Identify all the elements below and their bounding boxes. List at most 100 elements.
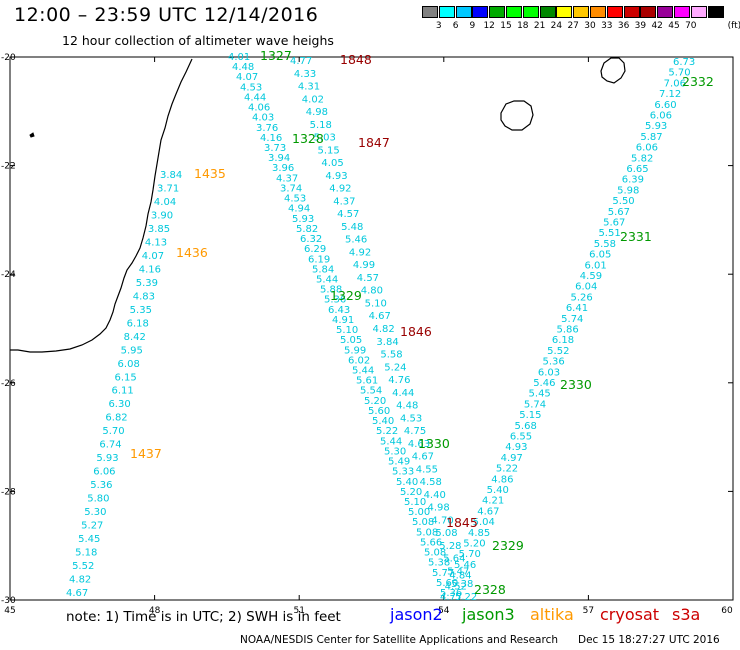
swh-value: 6.19: [308, 254, 330, 265]
swh-value: 6.06: [93, 467, 115, 478]
swh-value: 6.30: [108, 399, 130, 410]
swh-value: 4.07: [142, 251, 164, 262]
swh-value: 3.96: [272, 163, 294, 174]
swh-value: 4.83: [133, 291, 155, 302]
swh-value: 5.26: [570, 292, 592, 303]
swh-value: 5.87: [640, 132, 662, 143]
swh-value: 5.40: [372, 416, 394, 427]
swh-value: 5.93: [292, 214, 314, 225]
pass-label: 2330: [560, 377, 592, 392]
swh-value: 5.22: [455, 592, 477, 603]
swh-value: 4.07: [236, 72, 258, 83]
swh-value: 5.82: [631, 153, 653, 164]
map-frame: [9, 56, 734, 601]
swh-value: 6.18: [127, 318, 149, 329]
pass-label: 1330: [418, 436, 450, 451]
swh-value: 5.22: [376, 426, 398, 437]
swh-value: 5.35: [130, 305, 152, 316]
swh-value: 5.84: [312, 264, 334, 275]
legend-swatch: [640, 6, 657, 18]
plot-border: [9, 56, 734, 601]
swh-value: 4.77: [440, 592, 462, 603]
swh-value: 5.00: [408, 507, 430, 518]
swh-value: 5.15: [318, 145, 340, 156]
swh-value: 3.74: [280, 183, 302, 194]
pass-label: 2329: [492, 538, 524, 553]
generated-timestamp: Dec 15 18:27:27 UTC 2016: [578, 634, 720, 646]
swh-value: 6.65: [626, 164, 648, 175]
legend-label: 21: [533, 21, 546, 31]
swh-value: 5.30: [84, 507, 106, 518]
swh-value: 5.22: [496, 464, 518, 475]
swh-value: 5.08: [416, 527, 438, 538]
swh-value: 5.58: [380, 350, 402, 361]
legend-swatch: [573, 6, 590, 18]
swh-value: 4.97: [501, 453, 523, 464]
swh-value: 4.53: [240, 82, 262, 93]
swh-value: 6.04: [575, 282, 597, 293]
legend-label: 36: [617, 21, 630, 31]
pass-label: 2331: [620, 229, 652, 244]
swh-value: 5.44: [352, 366, 374, 377]
swh-value: 5.18: [310, 120, 332, 131]
swh-value: 4.31: [298, 82, 320, 93]
swh-value: 5.36: [324, 295, 346, 306]
note-text: note: 1) Time is in UTC; 2) SWH is in fe…: [66, 609, 341, 625]
swh-value: 5.54: [360, 386, 382, 397]
swh-value: 5.08: [424, 548, 446, 559]
swh-value: 5.88: [320, 285, 342, 296]
pass-label: 1846: [400, 324, 432, 339]
legend-swatch: [422, 6, 438, 18]
swh-value: 5.46: [345, 235, 367, 246]
lat-tick-label: -26: [1, 379, 16, 389]
swh-value: 5.77: [432, 568, 454, 579]
legend-sat-jason2: jason2: [390, 605, 443, 624]
lat-tick-label: -20: [1, 53, 16, 63]
mauritius-coast: [600, 57, 626, 84]
legend-swatch: [438, 6, 455, 18]
swh-value: 5.64: [443, 554, 465, 565]
swh-value: 5.27: [81, 521, 103, 532]
lat-tick-label: -24: [1, 270, 16, 280]
legend-sat-altika: altika: [530, 605, 574, 624]
swh-value: 5.40: [487, 485, 509, 496]
swh-value: 4.57: [337, 209, 359, 220]
swh-value: 5.08: [435, 528, 457, 539]
swh-value: 5.68: [515, 421, 537, 432]
swh-value: 5.67: [608, 207, 630, 218]
pass-label: 2332: [682, 74, 714, 89]
legend-label: 33: [601, 21, 613, 31]
pass-time-labels: 1327 1848 1328 1847 1435 1436 1329 1846 1330 1437…: [130, 48, 714, 597]
legend-label: 18: [517, 21, 529, 31]
swh-value: 5.38: [451, 579, 473, 590]
axis-ticks: 45 48 51 54 57 60 -20 -22 -24 -26 -28 -30: [1, 53, 734, 616]
swh-value: 4.16: [139, 264, 161, 275]
swh-value: 4.85: [468, 528, 490, 539]
swh-value: 4.02: [302, 94, 324, 105]
credit-line: NOAA/NESDIS Center for Satellite Applica…: [240, 634, 558, 646]
swh-value: 5.20: [364, 396, 386, 407]
swh-value: 4.93: [325, 171, 347, 182]
swh-value: 5.74: [561, 314, 583, 325]
swh-value: 7.06: [664, 78, 686, 89]
pass-label: 1327: [260, 48, 292, 63]
swh-value: 4.77: [290, 56, 312, 67]
swh-value: 6.39: [622, 175, 644, 186]
swh-value: 5.46: [533, 378, 555, 389]
swh-value: 4.98: [428, 503, 450, 514]
pass-label: 1435: [194, 166, 226, 181]
swh-value: 5.28: [439, 541, 461, 552]
swh-value: 5.10: [404, 497, 426, 508]
swh-value: 5.80: [87, 494, 109, 505]
legend-label: 42: [651, 21, 663, 31]
swh-value: 7.12: [659, 89, 681, 100]
lon-tick-label: 57: [583, 606, 594, 616]
swh-value: 5.47: [447, 566, 469, 577]
swh-value: 5.60: [368, 406, 390, 417]
swh-tracks: 4.014.484.074.534.444.064.033.764.163.73…: [66, 52, 695, 603]
legend-swatch: [707, 6, 724, 18]
legend-label: 39: [634, 21, 647, 31]
swh-value: 6.01: [584, 260, 606, 271]
legend-sat-s3a: s3a: [672, 605, 701, 624]
